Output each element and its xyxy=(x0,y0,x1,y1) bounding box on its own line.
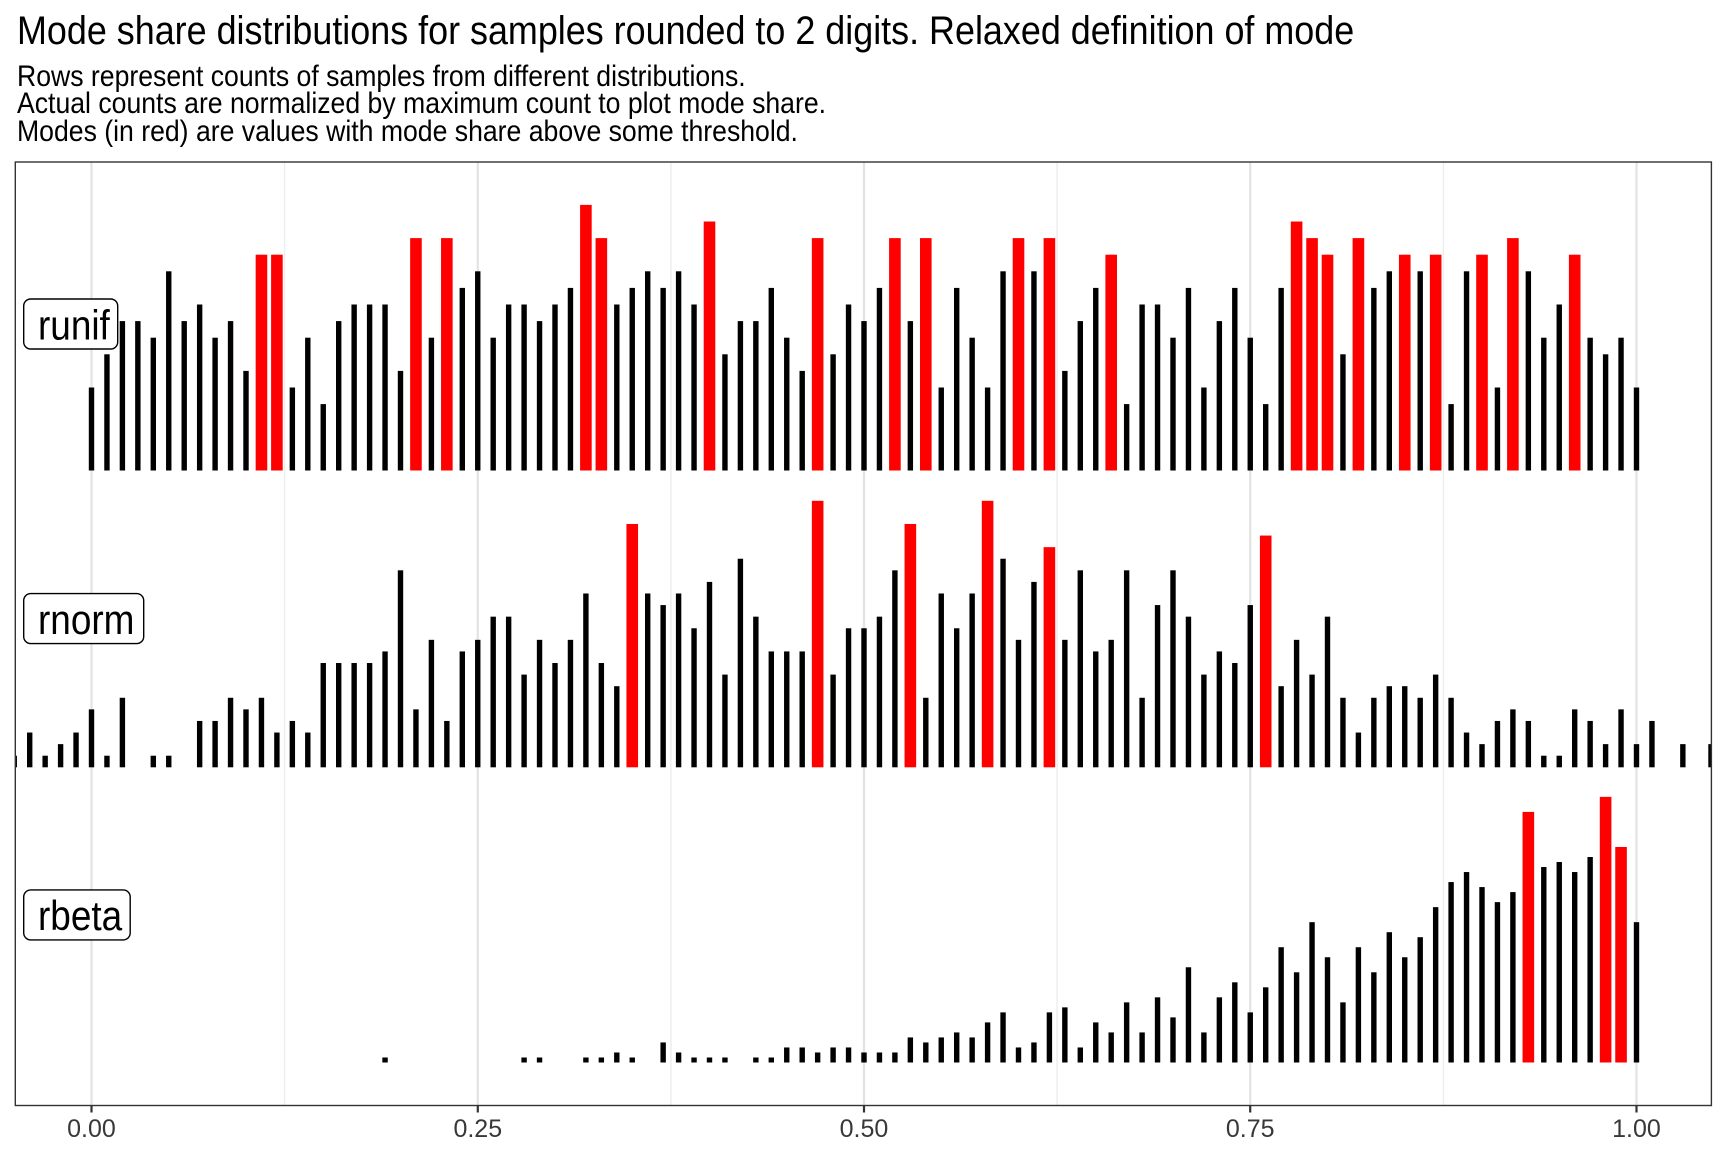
svg-text:0.75: 0.75 xyxy=(1226,1115,1275,1143)
svg-text:0.50: 0.50 xyxy=(840,1115,889,1143)
svg-text:rbeta: rbeta xyxy=(38,893,122,939)
svg-text:0.00: 0.00 xyxy=(67,1115,116,1143)
svg-text:rnorm: rnorm xyxy=(38,597,134,643)
svg-text:runif: runif xyxy=(38,302,110,348)
svg-text:0.25: 0.25 xyxy=(453,1115,502,1143)
svg-text:1.00: 1.00 xyxy=(1612,1115,1661,1143)
